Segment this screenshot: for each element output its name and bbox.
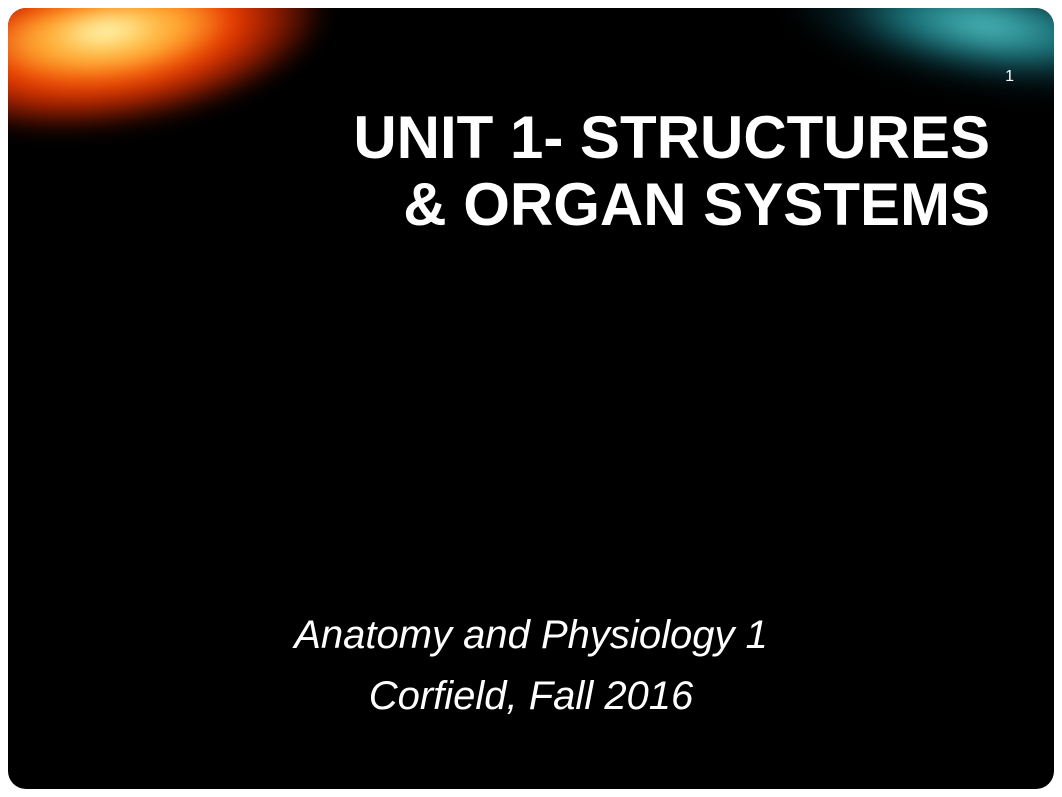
slide-container: 1 UNIT 1- STRUCTURES & ORGAN SYSTEMS Ana… <box>8 8 1054 789</box>
slide-title: UNIT 1- STRUCTURES & ORGAN SYSTEMS <box>353 104 990 238</box>
page-number: 1 <box>1005 68 1014 86</box>
slide-subtitle: Anatomy and Physiology 1 Corﬁeld, Fall 2… <box>8 613 1054 719</box>
title-line-1: UNIT 1- STRUCTURES <box>353 104 990 171</box>
title-line-2: & ORGAN SYSTEMS <box>353 171 990 238</box>
subtitle-line-1: Anatomy and Physiology 1 <box>8 613 1054 658</box>
subtitle-line-2: Corﬁeld, Fall 2016 <box>8 674 1054 719</box>
